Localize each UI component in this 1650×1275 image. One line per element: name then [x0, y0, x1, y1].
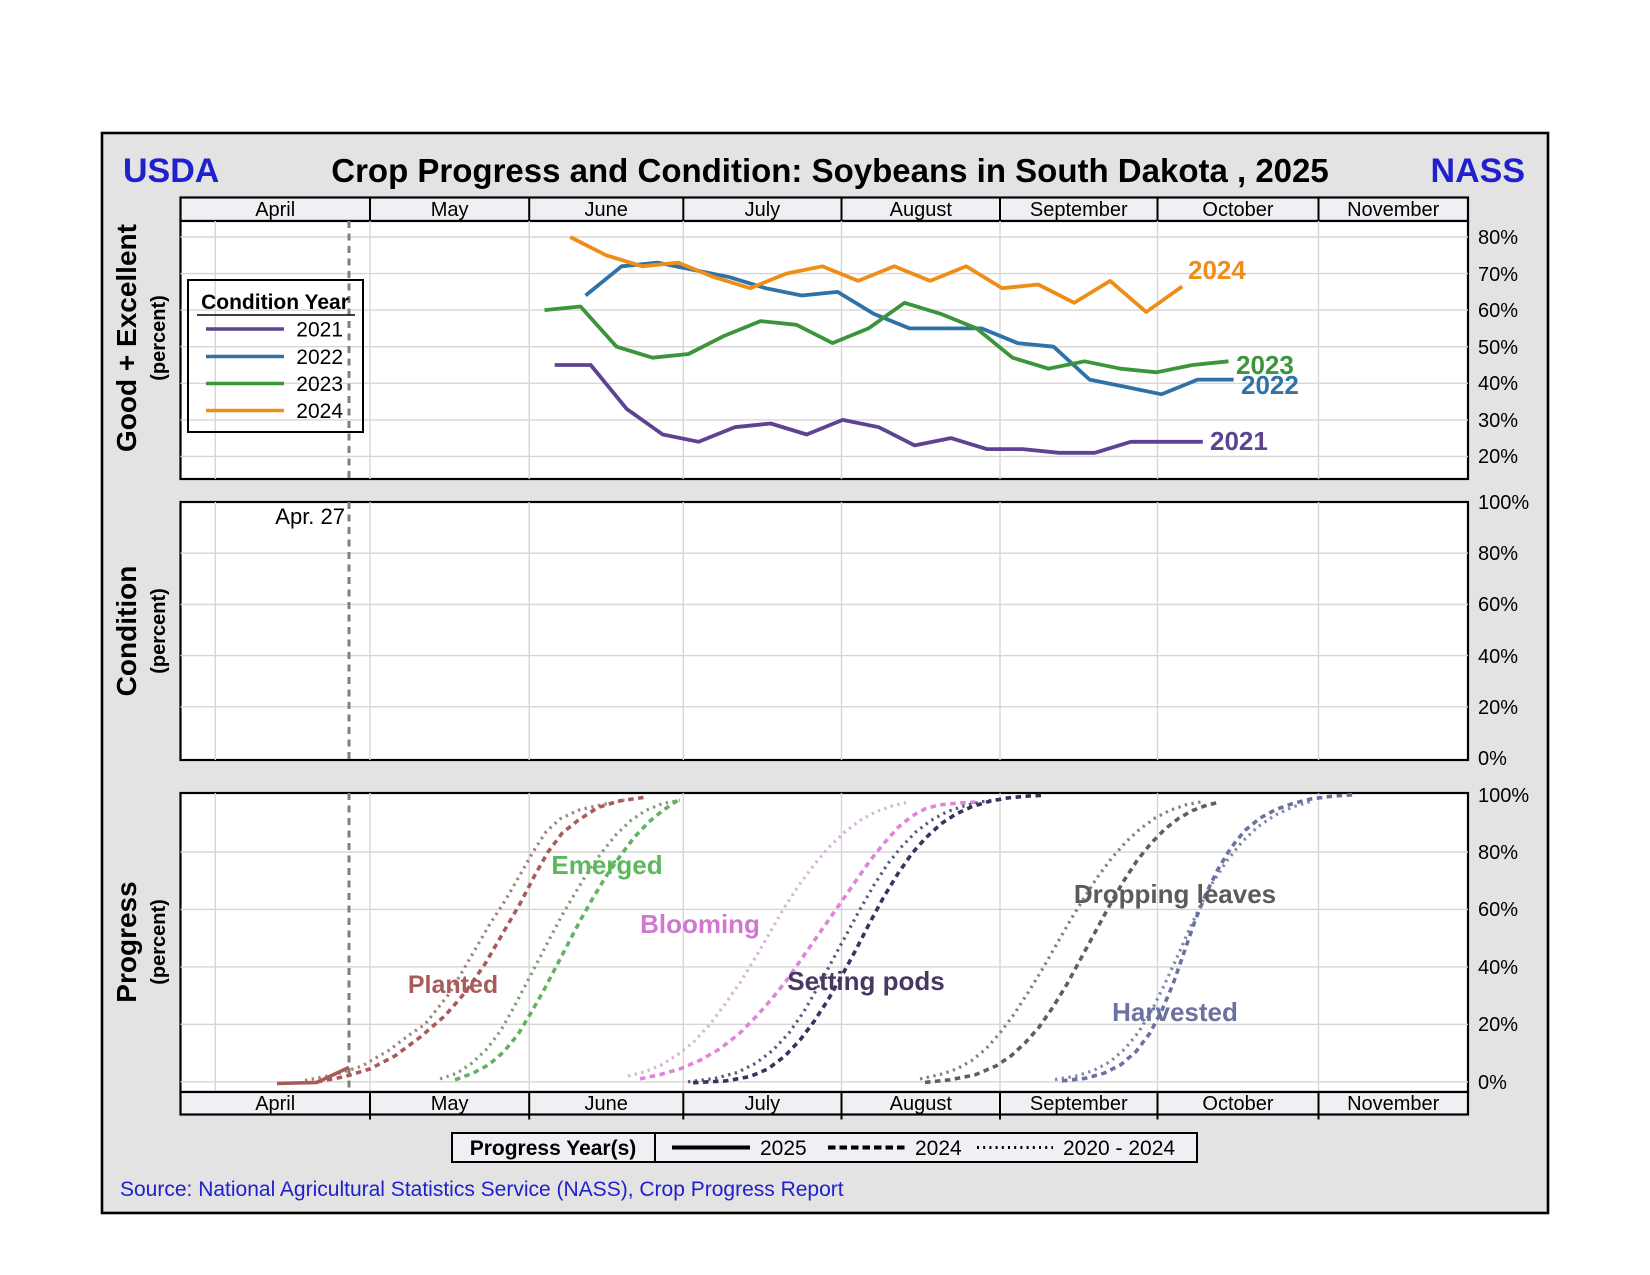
svg-text:20%: 20% — [1478, 697, 1518, 719]
svg-text:September: September — [1030, 1093, 1128, 1115]
svg-text:September: September — [1030, 199, 1128, 221]
svg-text:40%: 40% — [1478, 646, 1518, 668]
svg-text:April: April — [255, 1093, 295, 1115]
svg-text:2024: 2024 — [296, 400, 343, 423]
svg-text:Crop Progress and Condition: S: Crop Progress and Condition: Soybeans in… — [331, 152, 1329, 189]
svg-text:0%: 0% — [1478, 1072, 1507, 1094]
svg-text:NASS: NASS — [1431, 152, 1525, 190]
svg-text:Planted: Planted — [408, 971, 498, 999]
svg-text:Source: National Agricultural: Source: National Agricultural Statistics… — [120, 1178, 844, 1201]
svg-text:60%: 60% — [1478, 594, 1518, 616]
svg-text:May: May — [431, 199, 469, 221]
svg-text:2022: 2022 — [1241, 370, 1299, 400]
svg-text:Setting pods: Setting pods — [787, 966, 944, 996]
svg-text:Blooming: Blooming — [640, 909, 760, 939]
svg-text:(percent): (percent) — [148, 295, 170, 381]
svg-text:Apr. 27: Apr. 27 — [275, 504, 345, 529]
svg-text:60%: 60% — [1478, 300, 1518, 322]
svg-text:2021: 2021 — [1210, 426, 1268, 456]
svg-text:July: July — [745, 199, 781, 221]
svg-text:2022: 2022 — [296, 346, 343, 369]
svg-text:0%: 0% — [1478, 748, 1507, 770]
svg-text:80%: 80% — [1478, 227, 1518, 249]
svg-text:2023: 2023 — [296, 373, 343, 396]
svg-text:August: August — [890, 199, 953, 221]
svg-text:40%: 40% — [1478, 957, 1518, 979]
svg-text:April: April — [255, 199, 295, 221]
svg-text:100%: 100% — [1478, 785, 1529, 807]
svg-text:Progress: Progress — [111, 881, 142, 1002]
svg-text:Emerged: Emerged — [551, 850, 662, 880]
svg-text:(percent): (percent) — [148, 588, 170, 674]
svg-text:70%: 70% — [1478, 264, 1518, 286]
svg-text:30%: 30% — [1478, 410, 1518, 432]
svg-text:Good + Excellent: Good + Excellent — [111, 224, 142, 452]
svg-text:50%: 50% — [1478, 337, 1518, 359]
svg-text:20%: 20% — [1478, 446, 1518, 468]
svg-text:80%: 80% — [1478, 842, 1518, 864]
svg-text:(percent): (percent) — [148, 899, 170, 985]
svg-text:2020 - 2024: 2020 - 2024 — [1063, 1137, 1175, 1160]
svg-text:40%: 40% — [1478, 373, 1518, 395]
svg-text:Harvested: Harvested — [1112, 997, 1238, 1027]
svg-text:June: June — [585, 199, 628, 221]
svg-text:2025: 2025 — [760, 1137, 807, 1160]
svg-text:2024: 2024 — [1188, 255, 1246, 285]
svg-text:October: October — [1202, 199, 1273, 221]
svg-text:2024: 2024 — [915, 1137, 962, 1160]
svg-text:July: July — [745, 1093, 781, 1115]
svg-text:June: June — [585, 1093, 628, 1115]
svg-text:USDA: USDA — [123, 152, 219, 190]
svg-text:80%: 80% — [1478, 543, 1518, 565]
svg-text:20%: 20% — [1478, 1014, 1518, 1036]
svg-text:May: May — [431, 1093, 469, 1115]
svg-text:November: November — [1347, 1093, 1440, 1115]
svg-text:October: October — [1202, 1093, 1273, 1115]
svg-text:Condition Year: Condition Year — [201, 291, 349, 314]
svg-text:Condition: Condition — [111, 566, 142, 697]
svg-text:100%: 100% — [1478, 492, 1529, 514]
svg-text:2023: 2023 — [1236, 350, 1294, 380]
svg-text:Progress Year(s): Progress Year(s) — [470, 1137, 637, 1160]
svg-text:60%: 60% — [1478, 899, 1518, 921]
svg-text:Dropping leaves: Dropping leaves — [1074, 879, 1276, 909]
svg-text:August: August — [890, 1093, 953, 1115]
svg-text:2021: 2021 — [296, 319, 343, 342]
svg-text:November: November — [1347, 199, 1440, 221]
